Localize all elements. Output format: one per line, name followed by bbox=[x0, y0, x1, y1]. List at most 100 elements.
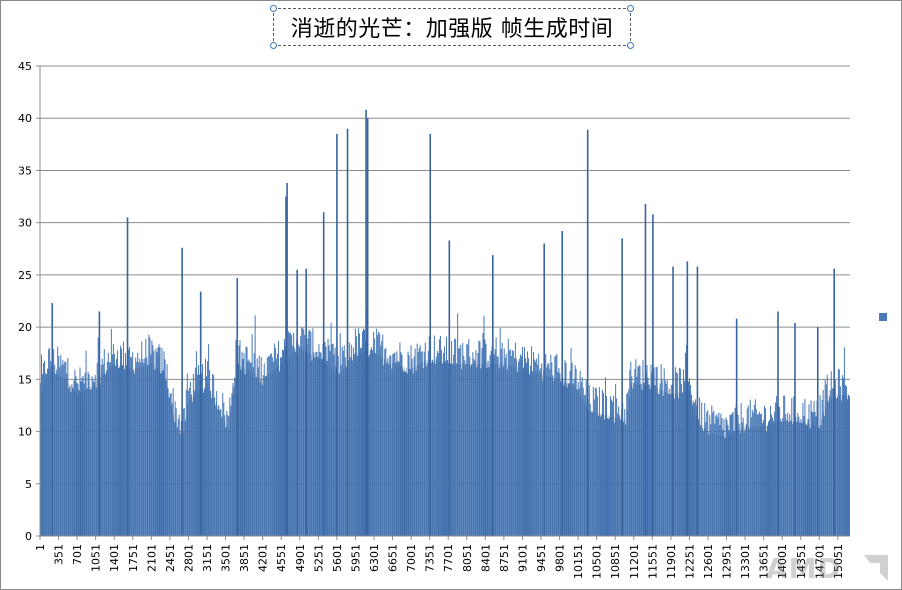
bar bbox=[257, 367, 259, 536]
bar bbox=[75, 376, 77, 536]
bar bbox=[741, 422, 743, 536]
x-tick-label: 9101 bbox=[516, 544, 529, 572]
bar bbox=[632, 388, 634, 536]
bar bbox=[369, 354, 371, 536]
bar bbox=[661, 380, 663, 536]
bar bbox=[261, 385, 263, 536]
bar bbox=[171, 403, 173, 536]
bar bbox=[638, 365, 640, 536]
bar bbox=[842, 377, 844, 536]
bar bbox=[684, 352, 686, 536]
resize-handle-top-left[interactable] bbox=[270, 5, 277, 12]
bar bbox=[585, 380, 587, 536]
x-tick-label: 2801 bbox=[182, 544, 195, 572]
resize-handle-bottom-left[interactable] bbox=[270, 42, 277, 49]
bar bbox=[194, 367, 196, 536]
bar bbox=[345, 366, 347, 536]
x-tick-label: 701 bbox=[71, 544, 84, 565]
bar bbox=[267, 356, 269, 536]
bar bbox=[48, 349, 50, 536]
bar bbox=[408, 355, 410, 536]
bar bbox=[404, 370, 406, 536]
resize-handle-bottom-right[interactable] bbox=[627, 42, 634, 49]
bar-spike bbox=[322, 212, 325, 536]
bar bbox=[597, 415, 599, 536]
bar bbox=[502, 366, 504, 536]
x-tick-label: 8051 bbox=[461, 544, 474, 572]
bar bbox=[714, 423, 716, 536]
x-tick-label: 2451 bbox=[164, 544, 177, 572]
x-tick-label: 8751 bbox=[498, 544, 511, 572]
x-tick-label: 6301 bbox=[368, 544, 381, 572]
bar bbox=[350, 344, 352, 536]
bar bbox=[431, 359, 433, 536]
bar bbox=[256, 358, 258, 536]
bar bbox=[195, 351, 197, 536]
bar bbox=[467, 344, 469, 536]
bar bbox=[847, 394, 849, 536]
bar bbox=[669, 393, 671, 536]
bar bbox=[332, 343, 334, 536]
bar bbox=[529, 374, 531, 536]
bar bbox=[599, 416, 601, 536]
y-tick-label: 5 bbox=[25, 478, 32, 491]
bar bbox=[312, 328, 314, 536]
bar bbox=[413, 356, 415, 536]
x-tick-label: 12251 bbox=[683, 544, 696, 579]
bar bbox=[604, 377, 606, 536]
chart-title-box[interactable]: 消逝的光芒：加强版 帧生成时间 bbox=[270, 5, 634, 49]
bar bbox=[47, 368, 49, 536]
bar bbox=[260, 357, 262, 536]
bar bbox=[633, 382, 635, 536]
x-tick-label: 7701 bbox=[442, 544, 455, 572]
bar bbox=[152, 345, 154, 536]
bar bbox=[146, 357, 148, 536]
bar bbox=[284, 339, 286, 536]
bar-spike bbox=[448, 240, 451, 536]
bar bbox=[464, 360, 466, 536]
bar bbox=[836, 397, 838, 536]
amd-watermark-logo: AMD bbox=[766, 552, 842, 585]
bar bbox=[206, 376, 208, 536]
bar bbox=[68, 388, 70, 536]
bar bbox=[497, 356, 499, 536]
bar bbox=[251, 334, 253, 536]
bar bbox=[72, 387, 74, 536]
bar bbox=[164, 359, 166, 536]
bar bbox=[636, 376, 638, 536]
bar bbox=[385, 347, 387, 536]
bar-spike bbox=[491, 255, 494, 537]
bar bbox=[507, 338, 509, 536]
bar bbox=[487, 360, 489, 536]
bar bbox=[499, 327, 501, 536]
bar bbox=[771, 414, 773, 536]
bar-spike bbox=[735, 318, 738, 536]
bar bbox=[45, 373, 47, 536]
bar bbox=[203, 392, 205, 536]
bar bbox=[232, 383, 234, 536]
bar bbox=[145, 338, 147, 536]
bar bbox=[618, 406, 620, 536]
bar bbox=[324, 341, 326, 536]
bar bbox=[605, 395, 607, 536]
bar bbox=[58, 356, 60, 536]
bar bbox=[574, 365, 576, 536]
bar bbox=[338, 373, 340, 536]
bar bbox=[713, 410, 715, 536]
bar bbox=[259, 381, 261, 536]
bar bbox=[665, 383, 667, 536]
bar bbox=[76, 382, 78, 536]
bar bbox=[832, 388, 834, 536]
bar bbox=[708, 434, 710, 536]
bar bbox=[675, 372, 677, 536]
bar bbox=[169, 393, 171, 536]
x-tick-label: 13651 bbox=[758, 544, 771, 579]
bar bbox=[625, 424, 627, 536]
bar bbox=[729, 415, 731, 536]
bar bbox=[790, 420, 792, 536]
resize-handle-top-right[interactable] bbox=[627, 5, 634, 12]
bar bbox=[454, 338, 456, 536]
x-tick-label: 351 bbox=[53, 544, 66, 565]
bar bbox=[478, 340, 480, 536]
bar bbox=[536, 358, 538, 536]
